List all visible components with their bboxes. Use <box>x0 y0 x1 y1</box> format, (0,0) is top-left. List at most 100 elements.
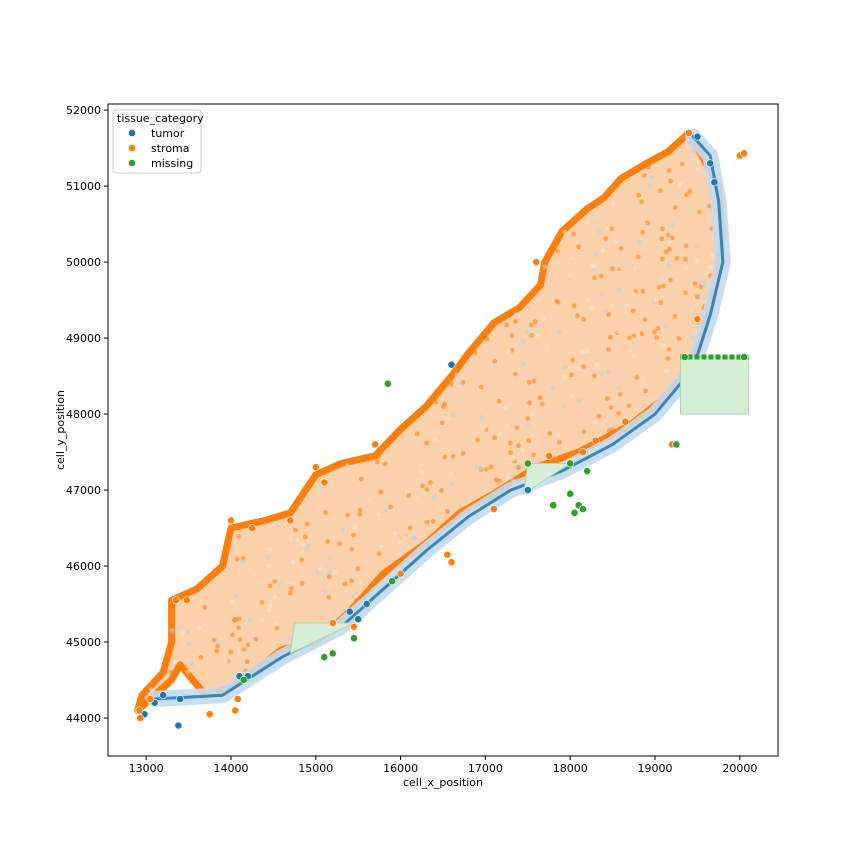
texture-mark <box>608 405 614 410</box>
texture-mark <box>148 687 154 692</box>
texture-mark <box>639 377 645 383</box>
texture-mark <box>617 391 623 397</box>
texture-mark <box>392 531 398 536</box>
point-tumor <box>174 721 183 730</box>
texture-mark <box>357 580 363 586</box>
texture-mark <box>275 522 281 528</box>
texture-mark <box>492 358 498 364</box>
point-tumor <box>706 159 715 168</box>
texture-mark <box>608 334 613 340</box>
texture-mark <box>591 263 597 269</box>
texture-mark <box>266 607 272 613</box>
texture-mark <box>618 249 624 255</box>
texture-mark <box>352 524 358 529</box>
point-missing <box>566 489 575 498</box>
texture-mark <box>511 456 516 462</box>
texture-mark <box>567 272 572 278</box>
point-stroma <box>231 706 240 715</box>
texture-mark <box>472 350 478 355</box>
texture-mark <box>669 235 675 241</box>
texture-mark <box>646 164 651 170</box>
texture-mark <box>498 431 503 437</box>
texture-mark <box>626 403 632 409</box>
texture-mark <box>453 372 459 378</box>
point-missing <box>320 653 329 662</box>
texture-mark <box>357 511 363 517</box>
texture-mark <box>610 201 616 206</box>
texture-mark <box>634 375 640 380</box>
point-stroma <box>685 128 693 137</box>
texture-mark <box>554 298 559 304</box>
texture-mark <box>299 581 305 586</box>
missing-region <box>522 462 572 495</box>
texture-mark <box>245 642 251 648</box>
texture-mark <box>169 627 175 633</box>
texture-mark <box>344 463 350 469</box>
texture-mark <box>175 625 180 631</box>
texture-mark <box>532 319 538 325</box>
texture-mark <box>525 304 531 310</box>
texture-mark <box>643 176 649 182</box>
texture-mark <box>202 604 208 610</box>
texture-mark <box>295 537 300 543</box>
texture-mark <box>640 289 646 294</box>
texture-mark <box>612 238 618 244</box>
texture-mark <box>672 314 678 319</box>
texture-mark <box>690 334 696 340</box>
legend-label-tumor: tumor <box>151 127 185 140</box>
texture-mark <box>272 578 278 584</box>
texture-mark <box>508 450 513 455</box>
point-stroma <box>443 550 452 559</box>
texture-mark <box>460 450 466 456</box>
texture-mark <box>288 590 293 596</box>
texture-mark <box>635 333 641 338</box>
texture-mark <box>589 211 595 217</box>
texture-mark <box>289 586 295 591</box>
texture-mark <box>527 400 533 406</box>
texture-mark <box>388 504 393 510</box>
texture-mark <box>609 427 615 433</box>
texture-mark <box>412 536 418 541</box>
texture-mark <box>609 266 615 272</box>
texture-mark <box>631 291 636 297</box>
texture-mark <box>230 599 235 605</box>
texture-mark <box>236 533 241 539</box>
texture-mark <box>600 248 606 254</box>
texture-mark <box>541 315 547 321</box>
texture-mark <box>397 539 403 545</box>
texture-mark <box>496 398 502 404</box>
texture-mark <box>679 161 685 167</box>
series-missing <box>239 353 748 684</box>
point-missing <box>583 467 592 475</box>
texture-mark <box>709 252 715 258</box>
texture-mark <box>492 435 498 441</box>
texture-mark <box>185 629 190 635</box>
texture-mark <box>609 303 615 309</box>
texture-mark <box>513 318 519 324</box>
texture-mark <box>599 291 604 297</box>
texture-mark <box>514 425 520 431</box>
texture-mark <box>418 469 424 474</box>
texture-mark <box>668 178 674 184</box>
texture-mark <box>684 192 689 198</box>
x-tick-label: 20000 <box>722 762 757 775</box>
point-stroma <box>621 417 630 426</box>
texture-mark <box>478 465 483 471</box>
texture-mark <box>635 254 641 260</box>
texture-mark <box>314 569 320 575</box>
texture-mark <box>640 229 646 235</box>
texture-mark <box>407 525 413 531</box>
texture-mark <box>576 398 582 403</box>
texture-mark <box>358 476 364 482</box>
y-tick-label: 47000 <box>66 484 101 497</box>
texture-mark <box>378 544 384 549</box>
texture-mark <box>525 421 531 427</box>
texture-mark <box>701 295 706 301</box>
texture-mark <box>697 209 702 215</box>
texture-mark <box>520 338 526 344</box>
x-tick-label: 15000 <box>298 762 333 775</box>
point-missing <box>328 649 337 658</box>
point-missing <box>570 508 579 517</box>
texture-mark <box>383 507 389 513</box>
texture-mark <box>562 364 568 370</box>
